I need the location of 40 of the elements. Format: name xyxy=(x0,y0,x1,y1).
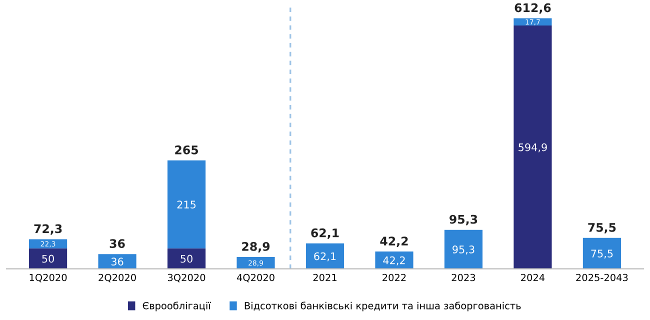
data-label: 50 xyxy=(42,254,54,263)
data-label: 50 xyxy=(180,254,192,263)
bar xyxy=(444,230,483,269)
bar xyxy=(306,243,344,269)
bar xyxy=(375,252,414,269)
data-label: 36 xyxy=(111,258,124,266)
total-label: 28,9 xyxy=(242,242,270,252)
total-label: 95,3 xyxy=(450,214,478,226)
total-label: 62,1 xyxy=(311,228,339,239)
x-tick-label: 2021 xyxy=(313,274,336,282)
bar xyxy=(167,248,206,269)
total-label: 75,5 xyxy=(588,223,616,234)
legend-label: Єврооблігації xyxy=(142,302,211,312)
x-tick-label: 2022 xyxy=(382,274,406,282)
x-tick-label: 2025-2043 xyxy=(576,274,628,282)
total-label: 72,3 xyxy=(34,224,62,235)
total-label: 265 xyxy=(175,145,198,154)
data-label: 75,5 xyxy=(591,250,613,259)
bar xyxy=(29,248,68,269)
bar xyxy=(98,254,136,269)
data-label: 42,2 xyxy=(383,256,405,266)
x-tick-label: 1Q2020 xyxy=(30,274,67,282)
total-label: 36 xyxy=(110,239,125,248)
legend-label: Відсоткові банківські кредити та інша заборгованість xyxy=(244,302,521,312)
data-label: 215 xyxy=(177,200,196,208)
bar xyxy=(29,239,68,248)
bar xyxy=(514,25,552,269)
x-tick-label: 2023 xyxy=(452,274,476,282)
x-tick-label: 3Q2020 xyxy=(168,274,206,282)
data-label: 594,9 xyxy=(518,143,547,152)
x-tick-label: 2Q2020 xyxy=(98,274,136,282)
total-label: 612,6 xyxy=(514,3,551,14)
data-label: 95,3 xyxy=(452,246,474,254)
x-tick-label: 4Q2020 xyxy=(236,274,274,282)
bar xyxy=(582,238,621,269)
x-tick-label: 2024 xyxy=(521,274,545,282)
bar xyxy=(514,18,552,26)
data-label: 62,1 xyxy=(314,252,336,262)
bar xyxy=(167,160,206,248)
total-label: 42,2 xyxy=(380,236,408,247)
